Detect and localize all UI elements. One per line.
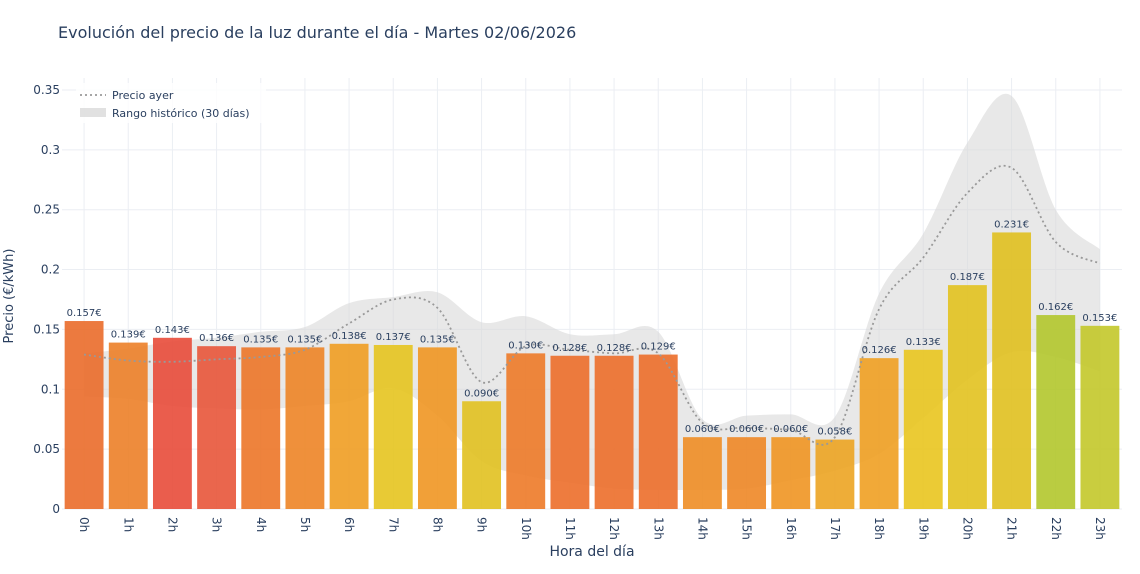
y-tick-label: 0.15 (33, 322, 60, 336)
bar-value-label: 0.128€ (552, 343, 587, 354)
bar-value-label: 0.128€ (597, 343, 632, 354)
x-tick-label: 17h (828, 517, 842, 540)
price-bar-5h (285, 347, 325, 509)
bar-value-label: 0.135€ (420, 334, 455, 345)
bar-value-label: 0.153€ (1082, 313, 1117, 324)
x-tick-label: 12h (607, 517, 621, 540)
price-bar-14h (682, 437, 722, 509)
y-tick-label: 0 (52, 502, 60, 516)
bar-value-label: 0.138€ (332, 331, 367, 342)
price-bar-2h (152, 337, 192, 509)
legend-background (76, 83, 266, 123)
price-bar-18h (859, 358, 899, 509)
price-bar-19h (903, 349, 943, 509)
x-tick-label: 6h (342, 517, 356, 532)
y-tick-label: 0.25 (33, 203, 60, 217)
bar-value-label: 0.126€ (862, 345, 897, 356)
bar-series (64, 232, 1120, 510)
bar-value-label: 0.136€ (199, 333, 234, 344)
x-tick-label: 8h (430, 517, 444, 532)
bar-value-label: 0.187€ (950, 272, 985, 283)
historical-range-area (84, 93, 1100, 490)
yesterday-price-line (83, 165, 1101, 446)
bar-value-label: 0.139€ (111, 330, 146, 341)
y-axis-title: Precio (€/kWh) (2, 249, 17, 344)
bar-value-label: 0.090€ (464, 388, 499, 399)
y-tick-label: 0.3 (41, 143, 60, 157)
axes: 0 0.05 0.1 0.15 0.2 0.25 0.3 0.35 0h 1h 2h 3h 4h 5h 6h… (33, 83, 1107, 540)
y-tick-label: 0.35 (33, 83, 60, 97)
x-tick-label: 1h (121, 517, 135, 532)
x-tick-label: 13h (651, 517, 665, 540)
price-bar-0h (64, 321, 104, 509)
x-tick-label: 2h (165, 517, 179, 532)
x-tick-label: 3h (210, 517, 224, 532)
price-bar-8h (417, 347, 457, 509)
price-bar-23h (1080, 325, 1120, 509)
x-tick-label: 10h (519, 517, 533, 540)
x-tick-label: 22h (1049, 517, 1063, 540)
bar-value-label: 0.130€ (508, 340, 543, 351)
legend-label-yesterday: Precio ayer (112, 89, 174, 102)
bar-value-label: 0.135€ (243, 334, 278, 345)
x-tick-label: 5h (298, 517, 312, 532)
bar-value-label: 0.129€ (641, 342, 676, 353)
x-tick-label: 18h (872, 517, 886, 540)
bar-value-label: 0.135€ (287, 334, 322, 345)
price-bar-7h (373, 344, 413, 509)
bar-value-label: 0.060€ (685, 424, 720, 435)
x-tick-label: 7h (386, 517, 400, 532)
bar-value-label: 0.137€ (376, 332, 411, 343)
price-bar-17h (815, 439, 855, 509)
price-bar-22h (1036, 315, 1076, 509)
price-bar-15h (727, 437, 767, 509)
price-bar-12h (594, 355, 634, 509)
bar-value-label: 0.060€ (773, 424, 808, 435)
bar-value-label: 0.143€ (155, 325, 190, 336)
x-tick-label: 16h (784, 517, 798, 540)
x-tick-label: 21h (1005, 517, 1019, 540)
legend-band-swatch (80, 108, 106, 117)
legend: Precio ayer Rango histórico (30 días) (76, 83, 266, 123)
bar-value-label: 0.231€ (994, 219, 1029, 230)
x-tick-label: 20h (960, 517, 974, 540)
price-bar-3h (197, 346, 237, 509)
bar-data-labels: 0.157€ 0.139€ 0.143€ 0.136€ 0.135€ 0.135€ 0.13… (67, 219, 1118, 437)
price-bar-4h (241, 347, 281, 509)
price-bar-6h (329, 343, 369, 509)
chart-title: Evolución del precio de la luz durante e… (58, 23, 576, 42)
bar-value-label: 0.162€ (1038, 302, 1073, 313)
x-tick-label: 14h (695, 517, 709, 540)
y-tick-label: 0.1 (41, 382, 60, 396)
price-bar-11h (550, 355, 590, 509)
price-bar-10h (506, 353, 546, 509)
x-tick-label: 23h (1093, 517, 1107, 540)
bar-value-label: 0.133€ (906, 337, 941, 348)
x-tick-label: 0h (77, 517, 91, 532)
bar-value-label: 0.058€ (817, 427, 852, 438)
price-bar-20h (947, 285, 987, 509)
historical-range-band (84, 93, 1100, 490)
bar-value-label: 0.157€ (67, 308, 102, 319)
x-axis-title: Hora del día (549, 544, 634, 560)
x-tick-label: 15h (740, 517, 754, 540)
bar-value-label: 0.060€ (729, 424, 764, 435)
x-tick-label: 9h (475, 517, 489, 532)
x-tick-label: 19h (916, 517, 930, 540)
price-bar-1h (108, 342, 148, 509)
price-bar-16h (771, 437, 811, 509)
price-bar-21h (992, 232, 1032, 510)
price-bar-9h (462, 401, 502, 509)
price-bar-13h (638, 354, 678, 509)
x-tick-label: 4h (254, 517, 268, 532)
y-tick-label: 0.2 (41, 263, 60, 277)
yesterday-line (83, 165, 1101, 446)
x-tick-label: 11h (563, 517, 577, 540)
y-tick-label: 0.05 (33, 442, 60, 456)
legend-label-historical: Rango histórico (30 días) (112, 107, 250, 120)
